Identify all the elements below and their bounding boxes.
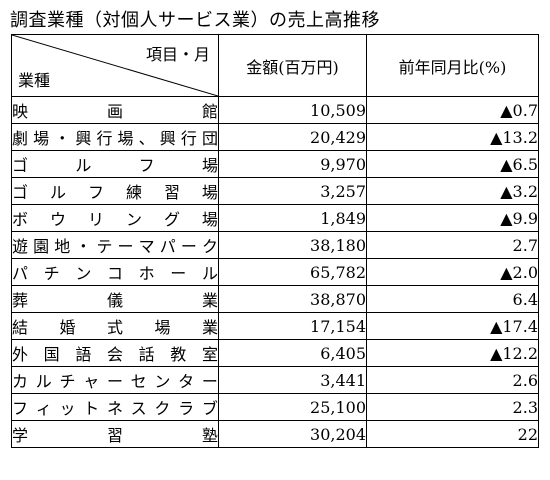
category-cell: ゴルフ場: [11, 150, 219, 178]
category-label: 外国語会話教室: [12, 345, 218, 364]
table-row: 外国語会話教室 6,405 ▲12.2: [11, 339, 539, 367]
category-label: フィットネスクラブ: [12, 399, 218, 418]
ratio-cell: ▲13.2: [366, 123, 539, 151]
category-label: 葬儀業: [12, 291, 218, 310]
ratio-cell: 22: [366, 420, 539, 448]
category-label: 劇場・興行場、興行団: [12, 129, 218, 148]
category-cell: 外国語会話教室: [11, 339, 219, 367]
category-label: パチンコホール: [12, 264, 218, 283]
ratio-cell: ▲9.9: [366, 204, 539, 232]
page-title: 調査業種（対個人サービス業）の売上高推移: [10, 10, 380, 31]
ratio-cell: ▲3.2: [366, 177, 539, 205]
table-row: 葬儀業 38,870 6.4: [11, 285, 539, 313]
ratio-cell: 2.6: [366, 366, 539, 394]
category-cell: ボウリング場: [11, 204, 219, 232]
table-row: 映画館 10,509 ▲0.7: [11, 96, 539, 124]
ratio-cell: 2.7: [366, 231, 539, 259]
category-label: 学習塾: [12, 426, 218, 445]
corner-category-label: 業種: [18, 71, 51, 90]
table-row: 劇場・興行場、興行団 20,429 ▲13.2: [11, 123, 539, 151]
category-cell: パチンコホール: [11, 258, 219, 286]
header-row: 項目・月 業種 金額(百万円) 前年同月比(%): [11, 34, 539, 97]
table-row: パチンコホール 65,782 ▲2.0: [11, 258, 539, 286]
ratio-cell: ▲6.5: [366, 150, 539, 178]
category-cell: 劇場・興行場、興行団: [11, 123, 219, 151]
amount-cell: 65,782: [218, 258, 367, 286]
table-body: 映画館 10,509 ▲0.7 劇場・興行場、興行団 20,429 ▲13.2 ゴルフ場 9,…: [11, 96, 539, 448]
ratio-cell: ▲12.2: [366, 339, 539, 367]
category-cell: 遊園地・テーマパーク: [11, 231, 219, 259]
category-label: ボウリング場: [12, 210, 218, 229]
amount-cell: 38,870: [218, 285, 367, 313]
table-row: 遊園地・テーマパーク 38,180 2.7: [11, 231, 539, 259]
category-cell: 結婚式場業: [11, 312, 219, 340]
table-row: ボウリング場 1,849 ▲9.9: [11, 204, 539, 232]
category-cell: 学習塾: [11, 420, 219, 448]
ratio-cell: ▲2.0: [366, 258, 539, 286]
category-cell: ゴルフ練習場: [11, 177, 219, 205]
amount-header: 金額(百万円): [218, 34, 367, 97]
category-cell: 映画館: [11, 96, 219, 124]
table-row: フィットネスクラブ 25,100 2.3: [11, 393, 539, 421]
category-label: ゴルフ場: [12, 156, 218, 175]
category-label: カルチャーセンター: [12, 372, 218, 391]
table-row: ゴルフ場 9,970 ▲6.5: [11, 150, 539, 178]
corner-item-label: 項目・月: [145, 45, 210, 64]
category-cell: 葬儀業: [11, 285, 219, 313]
category-label: 映画館: [12, 102, 218, 121]
amount-cell: 6,405: [218, 339, 367, 367]
amount-cell: 20,429: [218, 123, 367, 151]
amount-cell: 30,204: [218, 420, 367, 448]
category-cell: フィットネスクラブ: [11, 393, 219, 421]
ratio-cell: ▲0.7: [366, 96, 539, 124]
corner-header-cell: 項目・月 業種: [11, 34, 219, 97]
category-label: 遊園地・テーマパーク: [12, 237, 218, 256]
ratio-header: 前年同月比(%): [366, 34, 539, 97]
amount-cell: 3,257: [218, 177, 367, 205]
diagonal-line: [12, 35, 218, 96]
amount-cell: 10,509: [218, 96, 367, 124]
table-row: ゴルフ練習場 3,257 ▲3.2: [11, 177, 539, 205]
category-label: 結婚式場業: [12, 318, 218, 337]
ratio-cell: 2.3: [366, 393, 539, 421]
ratio-cell: ▲17.4: [366, 312, 539, 340]
table-row: 学習塾 30,204 22: [11, 420, 539, 448]
sales-table: 項目・月 業種 金額(百万円) 前年同月比(%) 映画館 10,509 ▲0.7 劇場…: [11, 34, 539, 448]
amount-cell: 3,441: [218, 366, 367, 394]
ratio-cell: 6.4: [366, 285, 539, 313]
category-label: ゴルフ練習場: [12, 183, 218, 202]
amount-cell: 17,154: [218, 312, 367, 340]
amount-cell: 25,100: [218, 393, 367, 421]
table-row: 結婚式場業 17,154 ▲17.4: [11, 312, 539, 340]
table-row: カルチャーセンター 3,441 2.6: [11, 366, 539, 394]
category-cell: カルチャーセンター: [11, 366, 219, 394]
amount-cell: 1,849: [218, 204, 367, 232]
amount-cell: 38,180: [218, 231, 367, 259]
amount-cell: 9,970: [218, 150, 367, 178]
